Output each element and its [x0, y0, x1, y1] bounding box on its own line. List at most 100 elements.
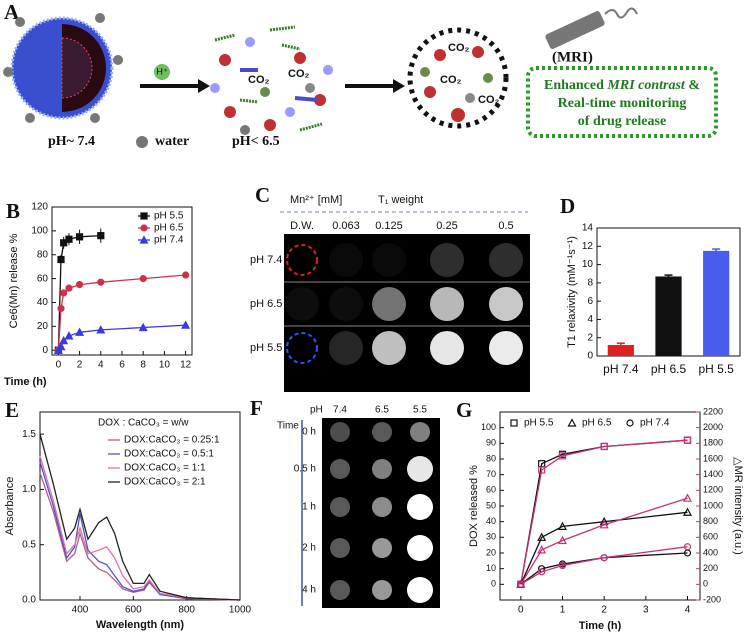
row-label: 0.5 h [294, 464, 316, 475]
image-spot [372, 422, 392, 442]
image-spot [489, 287, 523, 321]
y2-data-point [683, 436, 692, 444]
y2-data-point [558, 452, 567, 460]
y-tick-label: 50 [486, 500, 496, 510]
row-label: 0 h [302, 427, 316, 438]
x-tick-label: 3 [643, 605, 649, 616]
x-tick-label: 6 [119, 360, 125, 371]
mri-scanner [545, 7, 638, 49]
outcome-text: Real-time monitoring [558, 96, 687, 111]
y2-tick-label: 1600 [703, 453, 723, 463]
x-tick-label: 1 [560, 605, 566, 616]
legend-label: pH 5.5 [524, 418, 554, 429]
column-label: 0.5 [498, 220, 513, 232]
legend-label: DOX:CaCO₃ = 0.25:1 [124, 435, 220, 446]
data-point [97, 278, 105, 286]
outcome-box [526, 66, 718, 138]
water-icon [136, 136, 148, 148]
co2-label: CO₂ [248, 74, 270, 86]
y-tick-label: 12 [582, 241, 594, 252]
row-label: pH 7.4 [250, 254, 282, 266]
x-tick-label: 10 [159, 360, 171, 371]
legend-marker [626, 419, 634, 427]
row-label: 4 h [302, 585, 316, 596]
co2-label: CO₂ [448, 42, 470, 54]
y-tick-label: 1.0 [22, 484, 36, 495]
data-point [65, 284, 73, 292]
bar [703, 250, 730, 356]
outcome-word: MRI contrast [606, 78, 686, 93]
y2-data-point [558, 561, 567, 570]
y-tick-label: 10 [486, 563, 496, 573]
legend-label: pH 6.5 [582, 418, 612, 429]
panel-letter: G [456, 398, 472, 422]
y2-data-point [538, 466, 546, 474]
image-spot [407, 456, 433, 482]
y2-series-line [520, 497, 688, 585]
data-point [60, 289, 68, 297]
y-tick-label: 70 [486, 469, 496, 479]
image-spot [489, 243, 523, 277]
series-line [57, 324, 186, 351]
proton-label: H⁺ [156, 66, 167, 76]
dashed-ring [286, 244, 318, 276]
y-tick-label: 20 [37, 321, 49, 332]
data-point [182, 271, 190, 279]
y2-data-point [600, 442, 608, 451]
panel-letter: C [255, 183, 270, 207]
y2-data-point [599, 520, 609, 529]
legend-label: pH 6.5 [154, 223, 184, 234]
outcome-word: Enhanced [544, 78, 604, 93]
y-tick-label: 60 [37, 273, 49, 284]
y-tick-label: 4 [587, 314, 593, 325]
x-axis-label: Time (h) [4, 376, 47, 388]
col-title: pH [310, 405, 323, 416]
image-spot [372, 287, 406, 321]
x-tick-label: 0 [56, 360, 62, 371]
panel-letter: D [560, 194, 575, 218]
data-point [56, 341, 66, 351]
y2-data-point [682, 493, 693, 502]
y-tick-label: 80 [486, 453, 496, 463]
column-label: 0.125 [375, 220, 403, 232]
x-axis-label: Time (h) [579, 620, 622, 632]
y2-series-line [520, 546, 688, 585]
plot-frame [499, 411, 701, 601]
x-tick-label: 4 [98, 360, 104, 371]
y-tick-label: 40 [486, 516, 496, 526]
image-grid [284, 234, 530, 392]
x-tick-label: pH 7.4 [603, 362, 639, 376]
panel-letter: B [6, 199, 20, 223]
data-point [138, 322, 148, 332]
y-tick-label: 2 [587, 332, 593, 343]
y-tick-label: 14 [582, 223, 594, 234]
y-tick-label: 120 [31, 202, 48, 213]
contrast-molecules [420, 46, 493, 122]
panel-a: A H⁺ CO₂ CO₂ CO₂ CO₂ CO₂ [3, 0, 718, 149]
y2-tick-label: 800 [703, 516, 718, 526]
row-label: pH 6.5 [250, 298, 282, 310]
series-line [520, 552, 688, 585]
column-label: 6.5 [375, 405, 389, 416]
data-point [75, 280, 84, 289]
legend-label: pH 5.5 [154, 211, 184, 222]
arrow-head [393, 79, 405, 93]
y2-tick-label: 1000 [703, 500, 723, 510]
outcome-text: of drug release [578, 114, 666, 129]
x-tick-label: 2 [77, 360, 83, 371]
image-spot [489, 331, 523, 365]
row-label: pH 5.5 [250, 342, 282, 354]
y-axis-label: Ce6(Mn) release % [8, 233, 20, 328]
y-tick-label: 100 [31, 226, 48, 237]
series-line [39, 472, 241, 601]
x-tick-label: 1000 [229, 605, 252, 616]
co2-label: CO₂ [440, 74, 462, 86]
panel-letter: E [5, 398, 19, 422]
y2-tick-label: 1400 [703, 469, 723, 479]
x-tick-label: 12 [180, 360, 192, 371]
y2-tick-label: 200 [703, 563, 718, 573]
data-point [59, 335, 69, 345]
image-spot [407, 535, 433, 561]
series-line [520, 511, 688, 585]
y2-series-line [520, 439, 688, 585]
